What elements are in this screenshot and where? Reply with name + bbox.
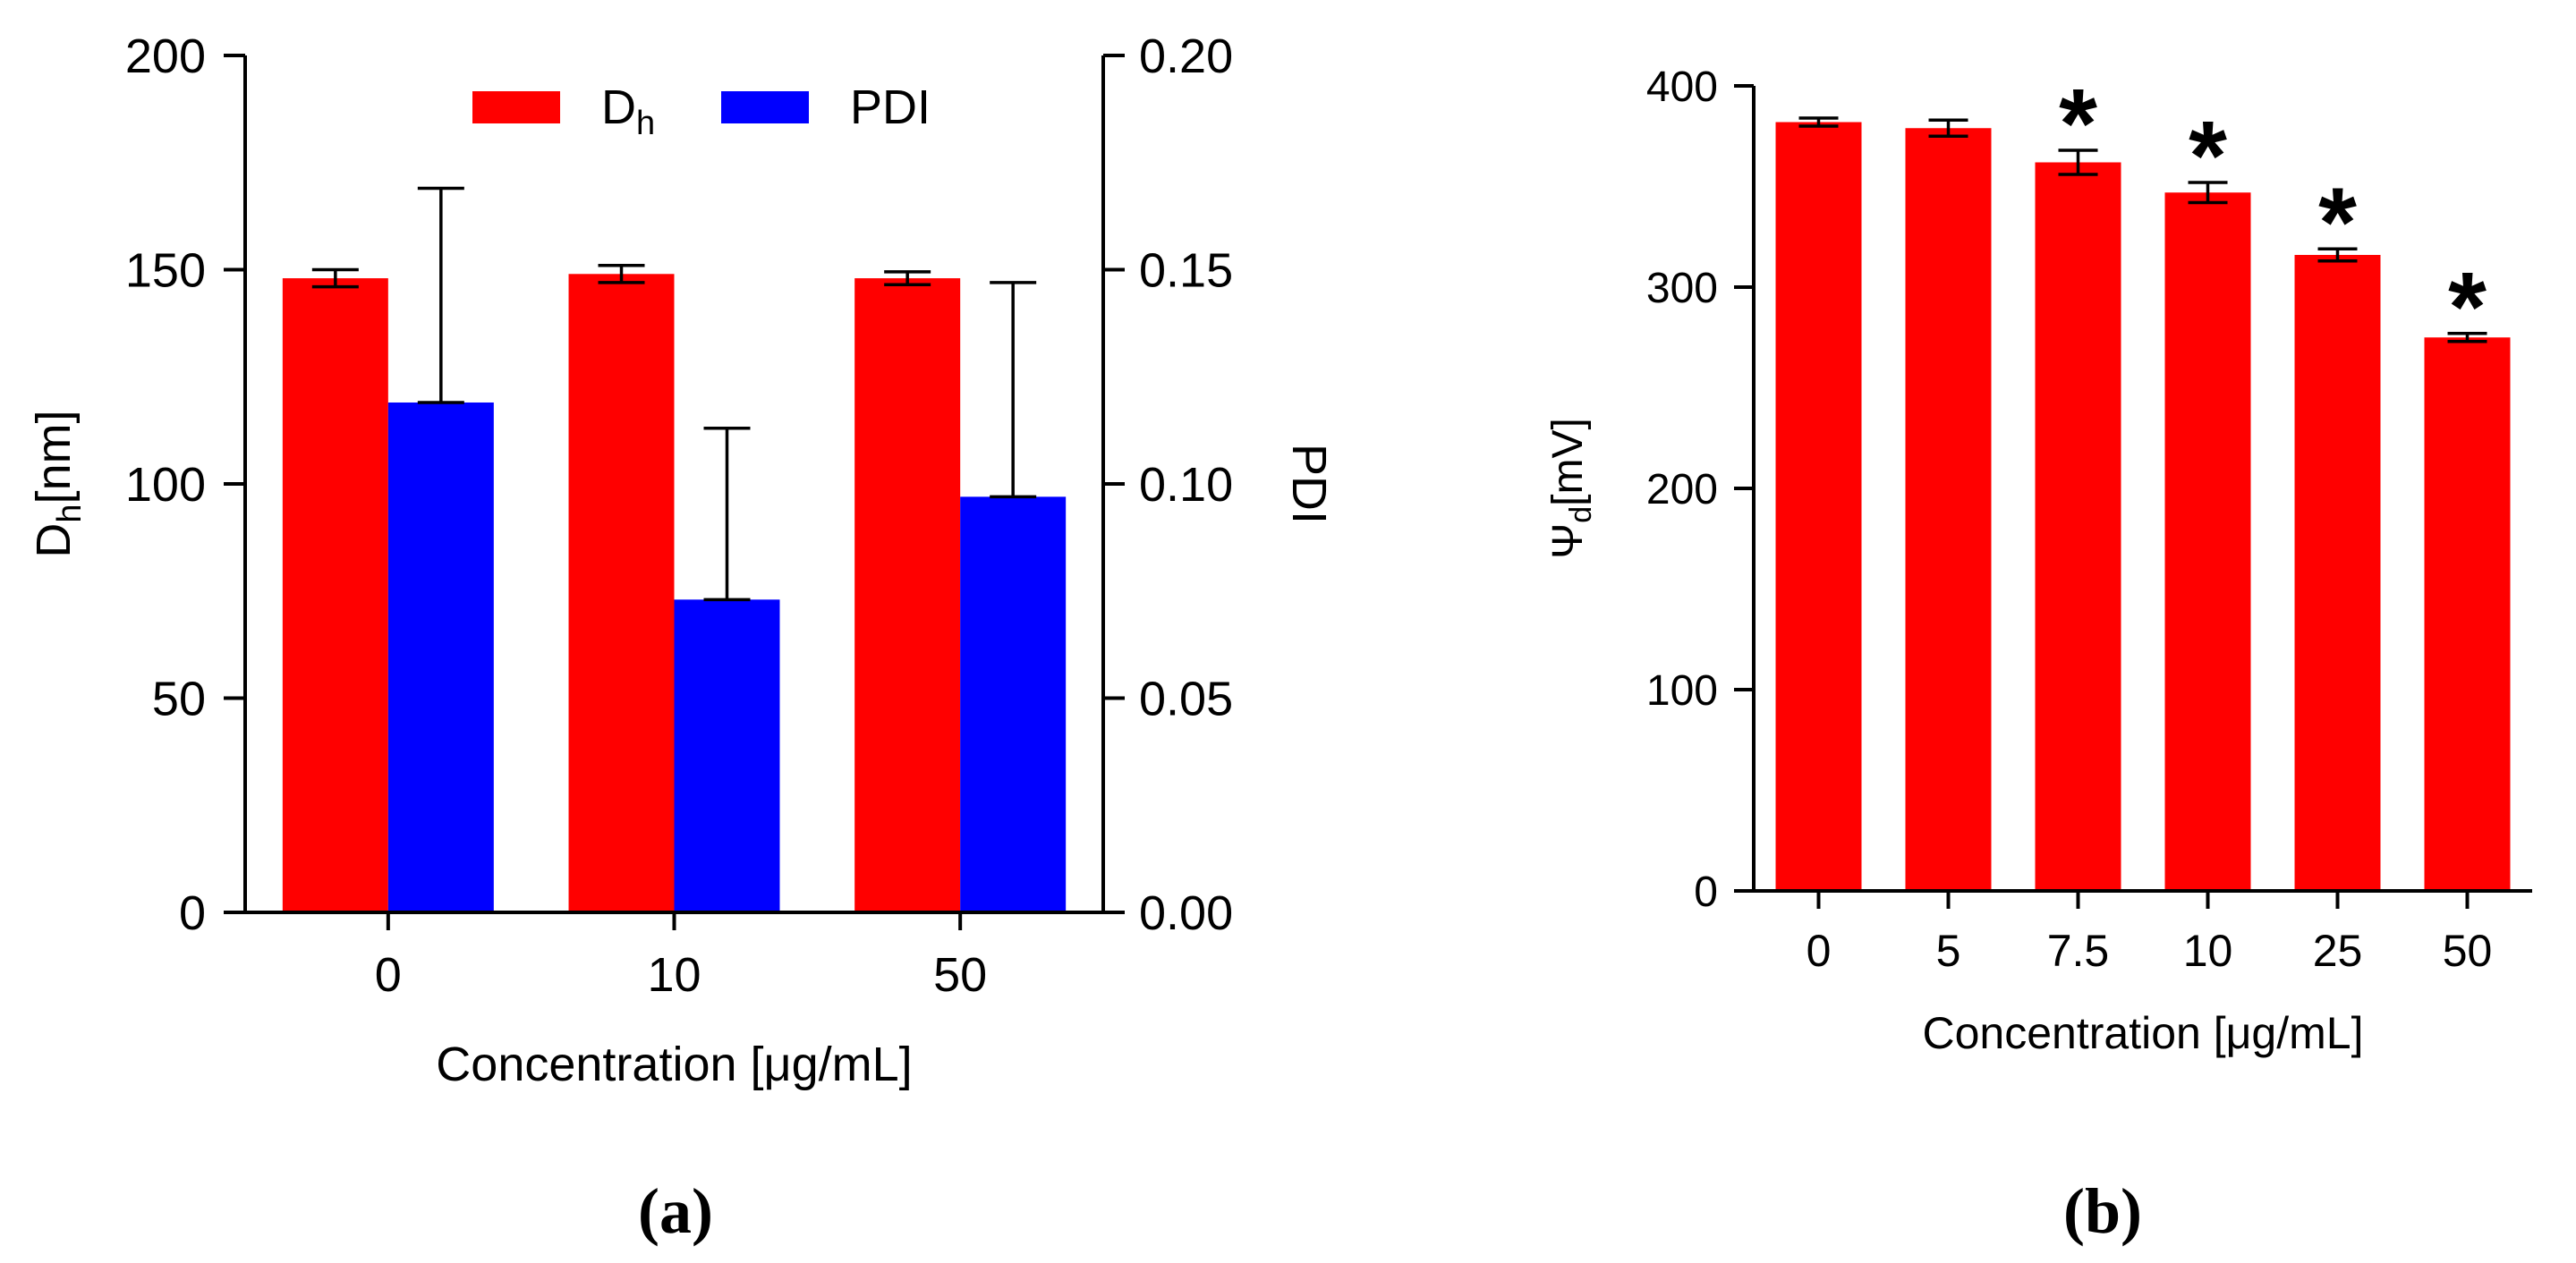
bar-dh-0 bbox=[282, 278, 388, 913]
legend-label-dh-main: D bbox=[601, 81, 636, 134]
chart-b-y-tick-label: 0 bbox=[1694, 869, 1718, 916]
chart-b-y-axis-label: Ψd[mV] bbox=[1544, 418, 1598, 559]
bar-psi-0 bbox=[1775, 122, 1862, 891]
bar-psi-5 bbox=[1905, 128, 1992, 891]
chart-a-y2-tick-label: 0.15 bbox=[1139, 244, 1233, 298]
chart-a-y2-tick-label: 0.05 bbox=[1139, 673, 1233, 726]
chart-b-y-tick-label: 100 bbox=[1646, 667, 1718, 715]
panel-label-a: (a) bbox=[638, 1175, 713, 1247]
bar-psi-10 bbox=[2164, 192, 2251, 891]
chart-b-y-axis-label-main: Ψ bbox=[1544, 523, 1592, 559]
chart-a-axes: 0 10 50 0 0.00 50 0.05 100 0.10 150 0.15 200 0.20 bbox=[125, 30, 1233, 1002]
bar-pdi-50 bbox=[960, 496, 1067, 912]
chart-b-bars: * * * * bbox=[1775, 69, 2511, 891]
chart-a-x-tick-label: 50 bbox=[933, 948, 987, 1002]
chart-b-x-tick-label: 5 bbox=[1936, 926, 1961, 976]
chart-b-y-axis-label-sub: d bbox=[1564, 506, 1598, 523]
bar-psi-50 bbox=[2424, 337, 2511, 891]
chart-b-x-tick-label: 25 bbox=[2313, 926, 2363, 976]
legend-label-pdi: PDI bbox=[850, 81, 931, 134]
chart-a-y2-tick-label: 0.20 bbox=[1139, 30, 1233, 83]
bar-dh-50 bbox=[854, 278, 961, 913]
chart-b: * * * * 0 5 7.5 10 25 50 0 100 200 300 400 Concentrat… bbox=[1544, 64, 2532, 1247]
chart-b-axes: 0 5 7.5 10 25 50 0 100 200 300 400 bbox=[1646, 64, 2532, 976]
significance-asterisk: * bbox=[2448, 252, 2487, 362]
chart-a-x-tick-label: 0 bbox=[375, 948, 402, 1002]
chart-a-y-tick-label: 50 bbox=[152, 673, 206, 726]
chart-a-y-tick-label: 100 bbox=[125, 458, 206, 512]
chart-a-x-tick-label: 10 bbox=[647, 948, 701, 1002]
chart-a-x-axis-label: Concentration [μg/mL] bbox=[436, 1038, 912, 1091]
bar-psi-7.5 bbox=[2035, 162, 2121, 891]
chart-a: 0 10 50 0 0.00 50 0.05 100 0.10 150 0.15 200 0.20 Co… bbox=[27, 30, 1336, 1247]
chart-b-x-tick-label: 7.5 bbox=[2047, 926, 2110, 976]
chart-a-y-tick-label: 200 bbox=[125, 30, 206, 83]
chart-a-bars bbox=[282, 186, 1067, 913]
chart-b-y-tick-label: 200 bbox=[1646, 466, 1718, 513]
bar-dh-10 bbox=[568, 274, 675, 912]
chart-a-y2-tick-label: 0.00 bbox=[1139, 886, 1233, 940]
significance-asterisk: * bbox=[2189, 101, 2227, 211]
chart-b-x-tick-label: 10 bbox=[2183, 926, 2233, 976]
chart-a-y-tick-label: 0 bbox=[179, 886, 206, 940]
chart-b-x-axis-label: Concentration [μg/mL] bbox=[1923, 1008, 2364, 1058]
bar-pdi-0 bbox=[387, 402, 494, 912]
chart-b-x-tick-label: 0 bbox=[1807, 926, 1832, 976]
chart-b-x-tick-label: 50 bbox=[2443, 926, 2493, 976]
legend-swatch-dh bbox=[472, 91, 560, 123]
chart-a-y-axis-label-sub: h bbox=[51, 504, 89, 522]
chart-b-y-tick-label: 400 bbox=[1646, 64, 1718, 111]
chart-a-y-axis-label: Dh[nm] bbox=[27, 410, 89, 557]
legend-swatch-pdi bbox=[721, 91, 809, 123]
chart-b-y-tick-label: 300 bbox=[1646, 265, 1718, 312]
chart-a-y-tick-label: 150 bbox=[125, 244, 206, 298]
significance-asterisk: * bbox=[2318, 167, 2357, 277]
chart-a-y-axis-label-tail: [nm] bbox=[27, 410, 81, 504]
legend-label-dh-sub: h bbox=[636, 105, 655, 142]
chart-b-y-axis-label-tail: [mV] bbox=[1544, 418, 1592, 506]
legend-label-dh: Dh bbox=[601, 81, 655, 142]
bar-psi-25 bbox=[2294, 255, 2381, 891]
chart-a-legend: Dh PDI bbox=[472, 81, 931, 142]
chart-a-y-axis-label-main: D bbox=[27, 523, 81, 558]
chart-a-y2-axis-label: PDI bbox=[1282, 444, 1336, 524]
bar-pdi-10 bbox=[674, 599, 780, 912]
panel-label-b: (b) bbox=[2063, 1175, 2142, 1247]
chart-a-y2-tick-label: 0.10 bbox=[1139, 458, 1233, 512]
significance-asterisk: * bbox=[2059, 69, 2097, 179]
